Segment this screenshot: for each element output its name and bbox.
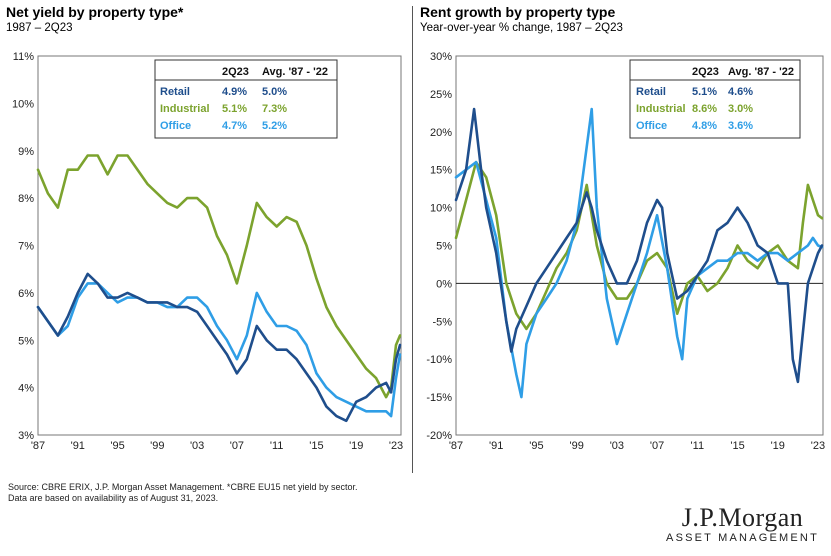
- summary-table-cell: 4.7%: [222, 120, 247, 132]
- y-tick-label: -10%: [426, 354, 452, 366]
- y-tick-label: 10%: [430, 203, 452, 215]
- rent-growth-chart: 30% 25% 20% 15% 10% 5% 0% -5% -10% -15% -20%'87 '91…: [426, 51, 825, 452]
- x-tick-label: '11: [691, 440, 705, 452]
- x-tick-label: '91: [71, 440, 85, 452]
- x-tick-label: '19: [771, 440, 785, 452]
- y-tick-label: 4%: [18, 383, 34, 395]
- summary-table-cell: Office: [160, 120, 191, 132]
- source-note: Source: CBRE ERIX, J.P. Morgan Asset Man…: [8, 482, 358, 492]
- summary-table-cell: Industrial: [636, 103, 686, 115]
- y-tick-label: 20%: [430, 127, 452, 139]
- x-tick-label: '07: [230, 440, 244, 452]
- summary-table-frame: [629, 59, 801, 139]
- summary-table-cell: 4.9%: [222, 86, 247, 98]
- right-chart-title: Rent growth by property type: [420, 4, 616, 20]
- summary-table-cell: 5.0%: [262, 86, 287, 98]
- y-tick-label: 25%: [430, 89, 452, 101]
- summary-table-cell: Retail: [636, 86, 666, 98]
- summary-table-header: 2Q23: [222, 66, 249, 78]
- x-tick-label: '95: [529, 440, 543, 452]
- y-tick-label: 5%: [18, 335, 34, 347]
- logo-tagline: ASSET MANAGEMENT: [666, 532, 819, 544]
- x-tick-label: '23: [811, 440, 825, 452]
- summary-table-cell: 3.0%: [728, 103, 753, 115]
- left-chart-subtitle: 1987 – 2Q23: [6, 22, 73, 34]
- summary-table-header: 2Q23: [692, 66, 719, 78]
- x-tick-label: '15: [730, 440, 744, 452]
- x-tick-label: '87: [31, 440, 45, 452]
- summary-table-cell: 7.3%: [262, 103, 287, 115]
- panel-divider: [412, 6, 413, 473]
- plot-frame: [37, 55, 402, 436]
- summary-table-cell: Retail: [160, 86, 190, 98]
- y-tick-label: 10%: [12, 98, 34, 110]
- summary-table-cell: Office: [636, 120, 667, 132]
- x-tick-label: '23: [389, 440, 403, 452]
- summary-table-header: Avg. '87 - '22: [728, 66, 794, 78]
- y-tick-label: 30%: [430, 51, 452, 63]
- x-tick-label: '87: [449, 440, 463, 452]
- summary-table-cell: 4.8%: [692, 120, 717, 132]
- x-tick-label: '99: [569, 440, 583, 452]
- y-tick-label: 0%: [436, 278, 452, 290]
- x-tick-label: '03: [190, 440, 204, 452]
- y-tick-label: -5%: [432, 316, 452, 328]
- summary-table-cell: Industrial: [160, 103, 210, 115]
- y-tick-label: -15%: [426, 392, 452, 404]
- summary-table-cell: 5.2%: [262, 120, 287, 132]
- x-tick-label: '07: [650, 440, 664, 452]
- x-tick-label: '03: [610, 440, 624, 452]
- summary-table-header: Avg. '87 - '22: [262, 66, 328, 78]
- series-line-industrial: [454, 160, 824, 331]
- summary-table-cell: 5.1%: [692, 86, 717, 98]
- net-yield-chart: 11% 10% 9% 8% 7% 6% 5% 4% 3%'87 '91 '95 '99 '03 '07 '1…: [12, 51, 403, 452]
- x-tick-label: '11: [270, 440, 284, 452]
- y-tick-label: 11%: [13, 51, 34, 63]
- y-tick-label: 9%: [18, 146, 34, 158]
- y-tick-label: 5%: [436, 241, 452, 253]
- x-tick-label: '19: [349, 440, 363, 452]
- right-chart-subtitle: Year-over-year % change, 1987 – 2Q23: [420, 22, 623, 34]
- summary-table-cell: 3.6%: [728, 120, 753, 132]
- x-tick-label: '15: [309, 440, 323, 452]
- y-tick-label: 6%: [18, 288, 34, 300]
- x-tick-label: '91: [489, 440, 503, 452]
- left-chart-title: Net yield by property type*: [6, 4, 184, 20]
- summary-table-cell: 4.6%: [728, 86, 753, 98]
- y-tick-label: 15%: [430, 165, 452, 177]
- series-line-industrial: [36, 154, 402, 399]
- summary-table: 2Q23 Avg. '87 - '22 Retail 4.9% 5.0% Industri…: [154, 59, 338, 139]
- summary-table: 2Q23 Avg. '87 - '22 Retail 5.1% 4.6% Industri…: [629, 59, 801, 139]
- y-tick-label: 7%: [18, 241, 34, 253]
- x-tick-label: '95: [110, 440, 124, 452]
- jpmorgan-logo: J.P.Morgan ASSET MANAGEMENT: [666, 503, 819, 545]
- availability-note: Data are based on availability as of Aug…: [8, 493, 219, 503]
- y-tick-label: -20%: [426, 430, 452, 442]
- y-tick-label: 3%: [18, 430, 34, 442]
- summary-table-cell: 5.1%: [222, 103, 247, 115]
- y-tick-label: 8%: [18, 193, 34, 205]
- summary-table-frame: [154, 59, 338, 139]
- logo-wordmark: J.P.Morgan: [681, 503, 804, 532]
- x-tick-label: '99: [150, 440, 164, 452]
- summary-table-cell: 8.6%: [692, 103, 717, 115]
- series-line-retail: [454, 107, 824, 384]
- series-line-retail: [36, 272, 402, 423]
